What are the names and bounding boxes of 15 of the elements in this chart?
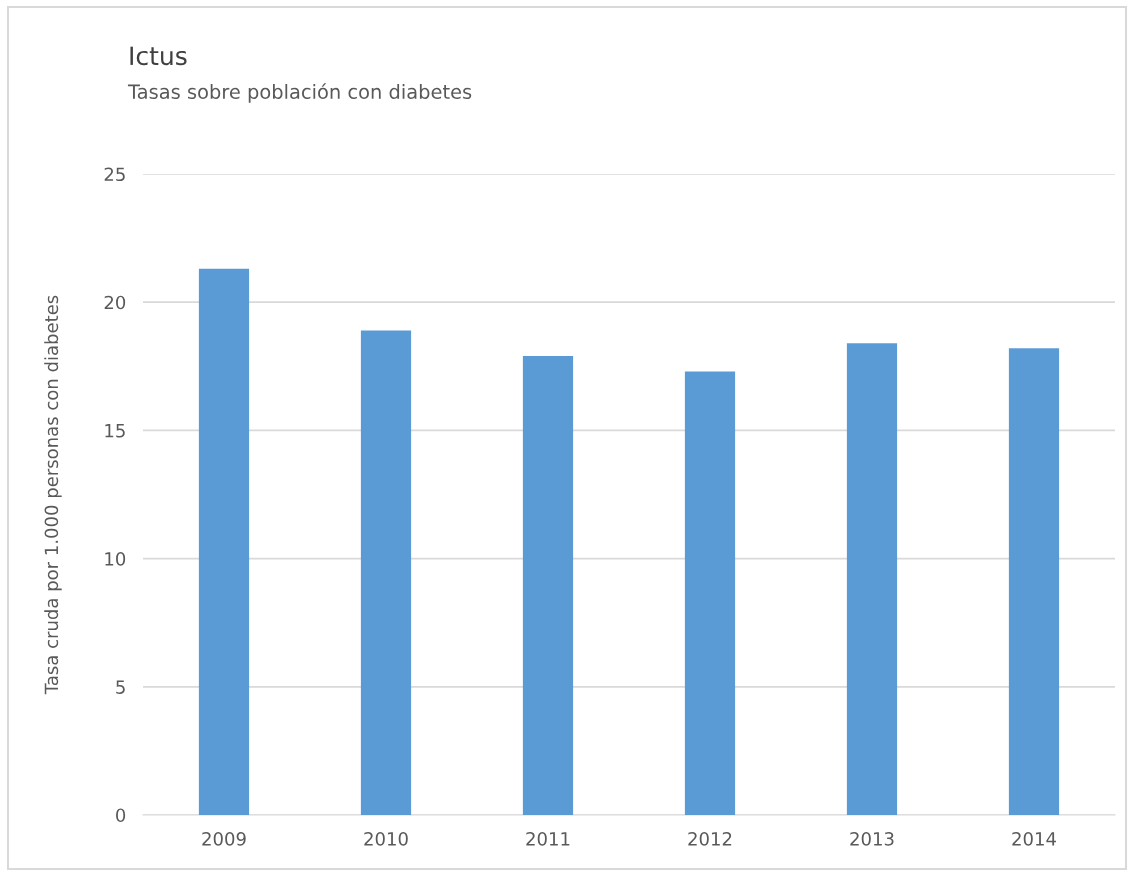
x-tick-label: 2011 <box>526 831 570 846</box>
x-tick-label: 2014 <box>1012 831 1056 846</box>
chart-subtitle: Tasas sobre población con diabetes <box>127 83 472 103</box>
y-tick-label: 0 <box>116 808 126 823</box>
y-tick-label: 15 <box>105 424 125 438</box>
chart-title: Ictus <box>130 46 187 66</box>
y-tick-label: 25 <box>104 167 125 182</box>
y-tick-label: 20 <box>104 295 126 310</box>
y-axis-title: Tasa cruda por 1.000 personas con diabetes <box>44 295 62 695</box>
x-tick-label: 2012 <box>688 831 732 846</box>
x-tick-label: 2009 <box>202 831 246 846</box>
x-tick-label: 2013 <box>850 831 894 846</box>
x-tick-label: 2010 <box>364 831 408 846</box>
y-tick-label: 10 <box>105 552 126 566</box>
y-tick-label: 5 <box>116 680 125 694</box>
